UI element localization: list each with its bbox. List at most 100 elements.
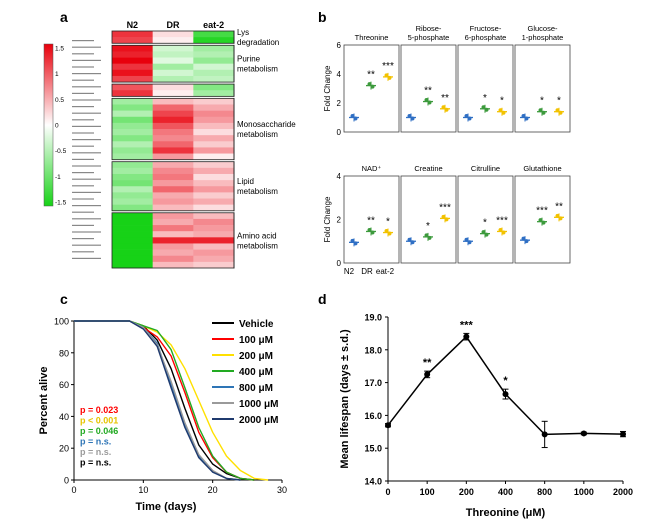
heatmap-row-label-stub: [72, 205, 101, 206]
heatmap-cell: [193, 168, 234, 174]
fold-change-point: [411, 117, 415, 121]
survival-xtick-label: 10: [138, 485, 148, 495]
heatmap-row-label-stub: [72, 126, 101, 127]
panel-label-c: c: [60, 291, 68, 307]
heatmap-row-label-stub: [72, 60, 101, 61]
colorbar-tick-label: -0.5: [55, 148, 67, 155]
heatmap-cell: [193, 174, 234, 180]
heatmap-column-label: N2: [127, 20, 139, 30]
fold-change-group-label: eat-2: [376, 267, 395, 276]
heatmap-group-label: metabolism: [237, 130, 278, 139]
fold-change-significance: ***: [536, 206, 548, 217]
survival-legend-label: 100 μM: [239, 335, 273, 346]
survival-panel-c: 0204060801000 10 20 30Time (days)Percent al…: [38, 317, 287, 514]
heatmap-cell: [153, 162, 194, 168]
fold-change-subplot-title: 6-phosphate: [465, 33, 507, 42]
fold-change-significance: ***: [496, 215, 508, 226]
heatmap-cell: [193, 117, 234, 123]
fold-change-point: [411, 240, 415, 244]
heatmap-group-label: Monosaccharide: [237, 120, 296, 129]
heatmap-cell: [112, 123, 153, 129]
heatmap-cell: [153, 135, 194, 141]
heatmap-row-label-stub: [72, 132, 94, 133]
heatmap-cell: [193, 84, 234, 90]
heatmap-cell: [193, 76, 234, 82]
fold-change-point: [485, 233, 489, 237]
heatmap-cell: [153, 147, 194, 153]
fold-change-point: [468, 117, 472, 121]
heatmap-row-label-stub: [72, 258, 101, 259]
colorbar-tick-label: -1.5: [55, 200, 67, 207]
heatmap-cell: [193, 231, 234, 237]
heatmap-row-label-stub: [72, 106, 94, 107]
fold-change-ytick: 2: [337, 216, 342, 225]
heatmap-cell: [112, 31, 153, 37]
heatmap-row-label-stub: [72, 165, 101, 166]
fold-change-significance: **: [424, 86, 432, 97]
heatmap-cell: [112, 243, 153, 249]
heatmap-cell: [193, 256, 234, 262]
heatmap-row-label-stub: [72, 40, 94, 41]
heatmap-cell: [153, 58, 194, 64]
lifespan-significance: **: [423, 357, 432, 369]
fold-change-point: [525, 117, 529, 121]
fold-change-significance: *: [557, 96, 561, 107]
fold-change-point: [542, 221, 546, 225]
fold-change-subplot-frame: [458, 45, 513, 132]
fold-change-significance: ***: [382, 61, 394, 72]
fold-change-point: [468, 240, 472, 244]
fold-change-point: [428, 101, 432, 105]
fold-change-point: [388, 232, 392, 236]
lifespan-xlabel: Threonine (μM): [466, 507, 546, 519]
heatmap-column-label: DR: [167, 20, 180, 30]
survival-legend-label: 2000 μM: [239, 415, 278, 426]
survival-pvalue: p = 0.046: [80, 426, 118, 436]
fold-change-ytick: 6: [337, 41, 342, 50]
heatmap-cell: [193, 90, 234, 96]
heatmap-cell: [112, 205, 153, 211]
survival-legend-label: 400 μM: [239, 367, 273, 378]
heatmap-cell: [153, 45, 194, 51]
heatmap-cell: [193, 205, 234, 211]
colorbar-tick-label: 1.5: [55, 46, 64, 53]
heatmap-cell: [193, 219, 234, 225]
fold-change-subplot-title: Glutathione: [523, 164, 561, 173]
fold-change-significance: *: [500, 96, 504, 107]
heatmap-cell: [112, 154, 153, 160]
colorbar-tick-label: 1: [55, 71, 59, 78]
lifespan-significance: ***: [460, 319, 474, 331]
heatmap-cell: [153, 256, 194, 262]
heatmap-row-label-stub: [72, 225, 94, 226]
heatmap-cell: [193, 51, 234, 57]
heatmap-cell: [153, 199, 194, 205]
lifespan-xtick-label: 400: [498, 487, 513, 497]
survival-ytick-label: 100: [54, 317, 69, 327]
fold-change-point: [559, 216, 563, 220]
survival-pvalue: p = 0.023: [80, 405, 118, 415]
heatmap-cell: [193, 147, 234, 153]
heatmap-cell: [193, 135, 234, 141]
heatmap-row-label-stub: [72, 139, 101, 140]
colorbar-tick-label: -1: [55, 174, 61, 181]
heatmap-cell: [153, 262, 194, 268]
heatmap-row-label-stub: [72, 218, 101, 219]
heatmap-cell: [153, 180, 194, 186]
panel-label-a: a: [60, 9, 68, 25]
lifespan-ytick-label: 14.0: [364, 477, 382, 487]
fold-change-point: [388, 76, 392, 80]
fold-change-subplot-title: Fructose-: [470, 24, 502, 33]
lifespan-ytick-label: 16.0: [364, 411, 382, 421]
heatmap-row-label-stub: [72, 251, 94, 252]
heatmap-cell: [193, 192, 234, 198]
fold-change-subplot-title: Creatine: [414, 164, 442, 173]
lifespan-panel-d: 14.015.016.017.018.019.00 100 200 400 800 100…: [339, 313, 633, 520]
heatmap-cell: [193, 70, 234, 76]
heatmap-cell: [112, 45, 153, 51]
heatmap-cell: [193, 262, 234, 268]
lifespan-xtick-label: 2000: [613, 487, 633, 497]
lifespan-significance: *: [503, 375, 508, 387]
heatmap-cell: [153, 51, 194, 57]
fold-change-ylabel: Fold Change: [323, 196, 332, 242]
lifespan-point: [463, 334, 469, 340]
